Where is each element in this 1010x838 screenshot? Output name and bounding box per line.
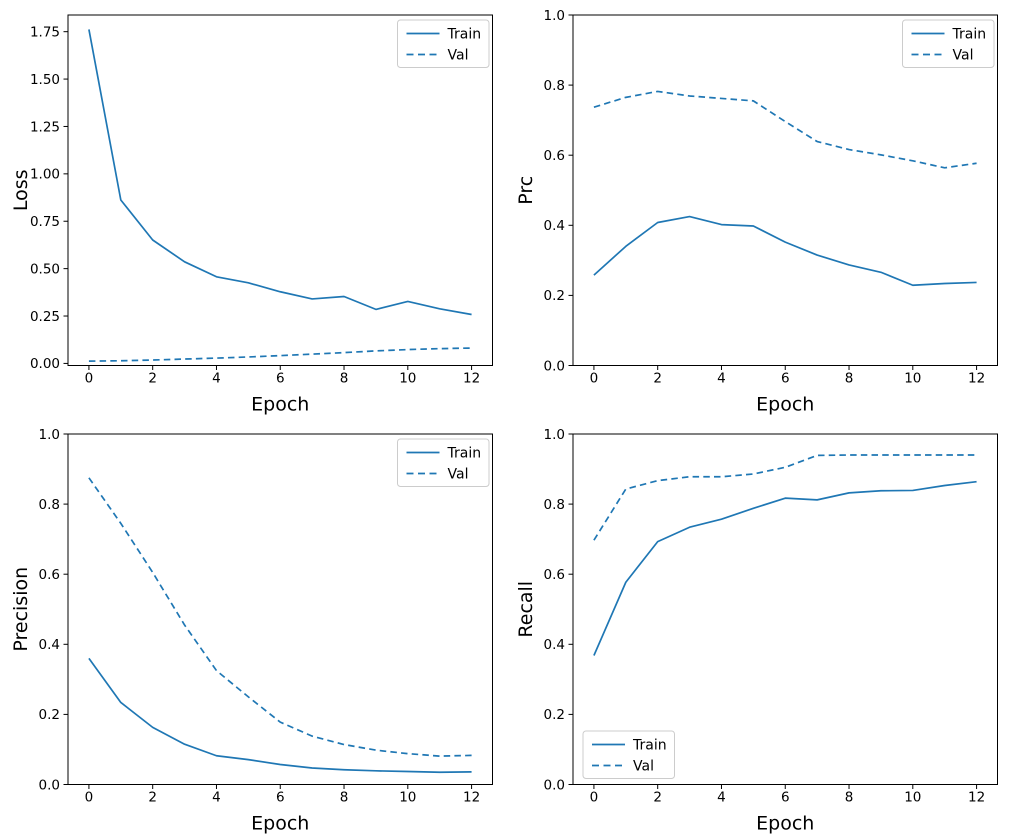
y-axis-tick-label: 0.8 bbox=[544, 78, 565, 94]
x-axis-tick-label: 8 bbox=[340, 371, 349, 387]
x-axis-tick-label: 8 bbox=[845, 790, 854, 806]
y-axis-tick-label: 0.4 bbox=[544, 218, 565, 234]
y-axis-tick-label: 1.25 bbox=[30, 119, 60, 135]
y-axis-tick-label: 1.0 bbox=[544, 427, 565, 443]
y-axis-tick-label: 0.2 bbox=[39, 707, 60, 723]
x-axis-label: Epoch bbox=[251, 394, 309, 416]
legend-train-label: Train bbox=[632, 738, 667, 754]
train-line bbox=[593, 480, 977, 656]
x-axis-tick-label: 4 bbox=[717, 371, 726, 387]
y-axis-tick-label: 0.6 bbox=[544, 148, 565, 164]
y-axis-tick-label: 0.50 bbox=[30, 261, 60, 277]
x-axis-tick-label: 12 bbox=[463, 790, 480, 806]
x-axis-tick-label: 2 bbox=[148, 790, 157, 806]
y-axis-tick-label: 0.4 bbox=[39, 637, 60, 653]
x-axis-tick-label: 2 bbox=[653, 790, 662, 806]
legend: Train Val bbox=[902, 19, 995, 68]
x-axis-tick-label: 10 bbox=[904, 371, 921, 387]
y-axis-tick-label: 0.6 bbox=[39, 567, 60, 583]
legend-val-label: Val bbox=[953, 48, 974, 64]
x-axis-tick-label: 12 bbox=[463, 371, 480, 387]
loss-chart: 0 2 4 6 8 10 12 0.00 0.25 0.50 0.75 1.00 1.25 1.50 1.7… bbox=[10, 14, 493, 416]
x-axis-tick-label: 4 bbox=[212, 371, 221, 387]
y-axis-tick-label: 0.8 bbox=[39, 497, 60, 513]
y-axis-tick-label: 0.6 bbox=[544, 567, 565, 583]
y-axis-tick-label: 0.0 bbox=[544, 358, 565, 374]
x-axis-tick-label: 6 bbox=[781, 790, 790, 806]
y-axis-label: Precision bbox=[10, 567, 32, 652]
legend: Train Val bbox=[582, 730, 675, 779]
y-axis-tick-label: 1.75 bbox=[30, 24, 60, 40]
y-axis-tick-label: 0.2 bbox=[544, 288, 565, 304]
x-axis-tick-label: 10 bbox=[399, 371, 416, 387]
x-axis-tick-label: 4 bbox=[212, 790, 221, 806]
x-axis-tick-label: 0 bbox=[85, 790, 94, 806]
precision-chart: 0 2 4 6 8 10 12 0.0 0.2 0.4 0.6 0.8 1.0 Epoch Precisio… bbox=[10, 427, 493, 835]
x-axis-tick-label: 10 bbox=[399, 790, 416, 806]
legend-train-label: Train bbox=[952, 27, 987, 43]
x-axis-tick-label: 6 bbox=[276, 371, 285, 387]
legend-box bbox=[397, 19, 490, 68]
x-axis-tick-label: 10 bbox=[904, 790, 921, 806]
x-axis-tick-label: 6 bbox=[276, 790, 285, 806]
legend-box bbox=[582, 730, 675, 779]
y-axis-tick-label: 1.50 bbox=[30, 72, 60, 88]
y-axis-tick-label: 1.00 bbox=[30, 167, 60, 183]
y-axis-tick-label: 0.2 bbox=[544, 707, 565, 723]
y-axis-tick-label: 0.25 bbox=[30, 309, 60, 325]
recall-chart: 0 2 4 6 8 10 12 0.0 0.2 0.4 0.6 0.8 1.0 Epoch Recall Tr… bbox=[515, 427, 998, 835]
x-axis-tick-label: 2 bbox=[653, 371, 662, 387]
y-axis-tick-label: 0.4 bbox=[544, 637, 565, 653]
y-axis-label: Loss bbox=[10, 169, 32, 211]
legend-train-label: Train bbox=[447, 446, 482, 462]
x-axis-tick-label: 0 bbox=[85, 371, 94, 387]
y-axis-label: Recall bbox=[515, 581, 537, 638]
prc-chart: 0 2 4 6 8 10 12 0.0 0.2 0.4 0.6 0.8 1.0 Epoch Prc Train… bbox=[515, 8, 998, 416]
x-axis-tick-label: 8 bbox=[845, 371, 854, 387]
y-axis-tick-label: 0.0 bbox=[544, 777, 565, 793]
x-axis-label: Epoch bbox=[251, 813, 309, 835]
y-axis-tick-label: 0.00 bbox=[30, 356, 60, 372]
legend-val-label: Val bbox=[448, 48, 469, 64]
x-axis-tick-label: 8 bbox=[340, 790, 349, 806]
x-axis-tick-label: 12 bbox=[968, 790, 985, 806]
x-axis-label: Epoch bbox=[756, 813, 814, 835]
x-axis-tick-label: 0 bbox=[590, 371, 599, 387]
legend-box bbox=[902, 19, 995, 68]
y-axis-tick-label: 0.8 bbox=[544, 497, 565, 513]
val-line bbox=[88, 477, 472, 757]
x-axis-label: Epoch bbox=[756, 394, 814, 416]
x-axis-tick-label: 12 bbox=[968, 371, 985, 387]
x-axis-tick-label: 2 bbox=[148, 371, 157, 387]
val-line bbox=[88, 347, 472, 362]
legend: Train Val bbox=[397, 438, 490, 487]
x-axis-tick-label: 4 bbox=[717, 790, 726, 806]
train-line bbox=[88, 657, 472, 774]
legend: Train Val bbox=[397, 19, 490, 68]
y-axis-tick-label: 1.0 bbox=[544, 8, 565, 24]
train-line bbox=[88, 29, 472, 316]
y-axis-tick-label: 0.75 bbox=[30, 214, 60, 230]
y-axis-label: Prc bbox=[515, 176, 537, 205]
legend-train-label: Train bbox=[447, 27, 482, 43]
val-line bbox=[593, 90, 977, 169]
x-axis-tick-label: 0 bbox=[590, 790, 599, 806]
legend-box bbox=[397, 438, 490, 487]
y-axis-tick-label: 0.0 bbox=[39, 777, 60, 793]
legend-val-label: Val bbox=[448, 467, 469, 483]
y-axis-tick-label: 1.0 bbox=[39, 427, 60, 443]
x-axis-tick-label: 6 bbox=[781, 371, 790, 387]
legend-val-label: Val bbox=[633, 759, 654, 775]
train-line bbox=[593, 215, 977, 287]
